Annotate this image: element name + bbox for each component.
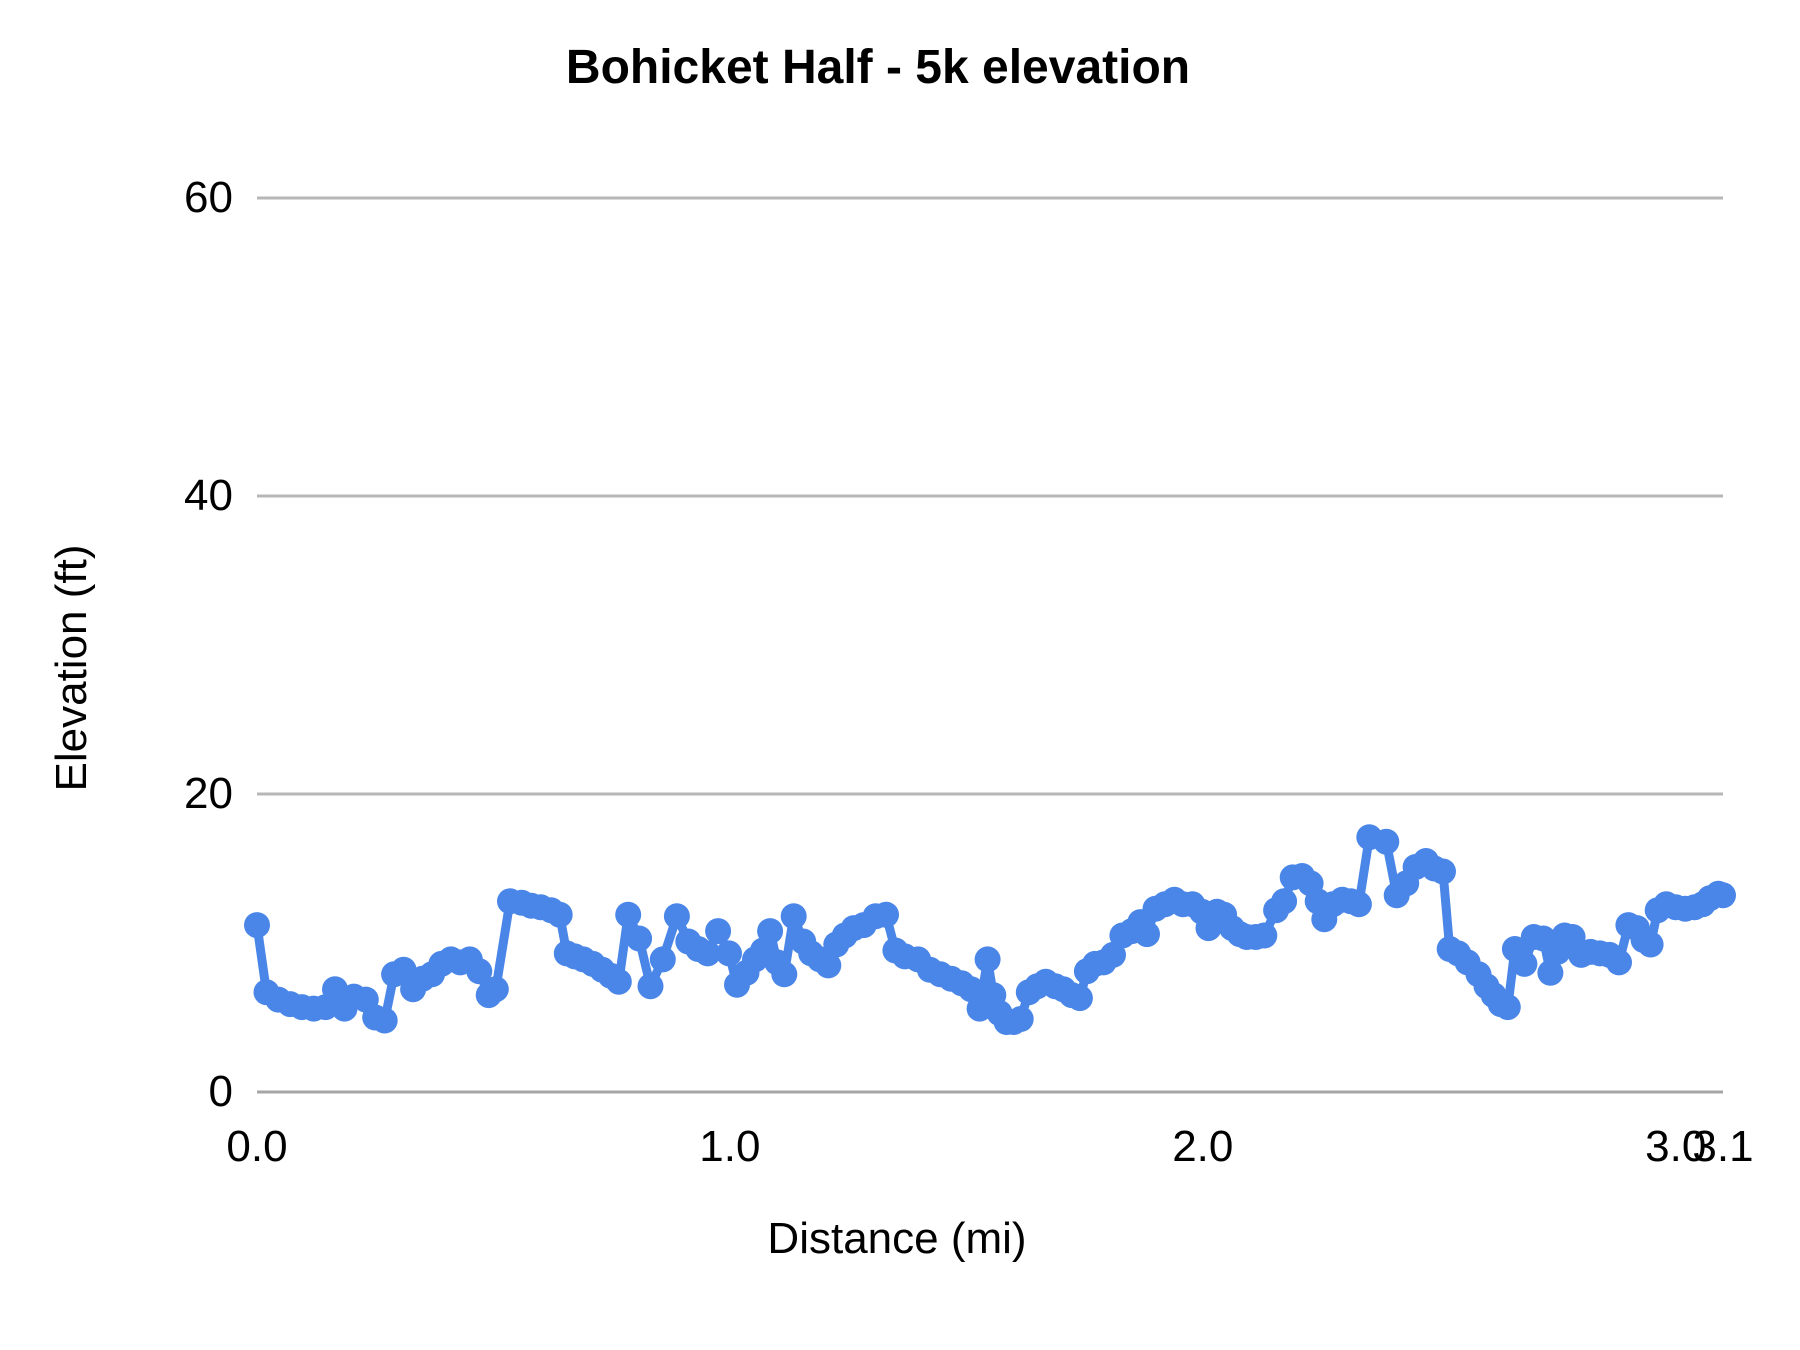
elevation-data-point (780, 903, 807, 930)
elevation-data-point (757, 918, 784, 945)
x-tick-label-2.0: 2.0 (1172, 1122, 1234, 1171)
elevation-data-point (1637, 931, 1664, 958)
elevation-data-point (1251, 922, 1278, 949)
x-tick-label-3.1: 3.1 (1692, 1122, 1754, 1171)
elevation-data-point (605, 968, 632, 995)
elevation-data-point (482, 976, 509, 1003)
elevation-data-point (974, 946, 1001, 973)
elevation-data-point (1430, 858, 1456, 885)
elevation-data-point (1710, 882, 1736, 909)
elevation-data-point (1066, 985, 1093, 1012)
elevation-data-point (694, 940, 721, 967)
elevation-data-point (958, 976, 985, 1003)
elevation-data-point (626, 925, 653, 952)
elevation-data-point (1537, 959, 1564, 986)
elevation-data-point (1345, 891, 1372, 918)
y-tick-label-0: 0 (208, 1067, 233, 1116)
y-tick-label-60: 60 (184, 173, 233, 222)
y-tick-label-20: 20 (184, 769, 233, 818)
elevation-data-point (371, 1007, 398, 1034)
elevation-data-point (615, 901, 642, 928)
x-axis-title: Distance (mi) (767, 1214, 1027, 1263)
elevation-data-point (771, 961, 798, 988)
elevation-data-point (705, 918, 732, 945)
elevation-data-point (1494, 994, 1521, 1021)
x-tick-label-1.0: 1.0 (699, 1122, 761, 1171)
elevation-data-point (1606, 949, 1632, 976)
elevation-data-point (815, 952, 842, 979)
y-tick-label-40: 40 (184, 471, 233, 520)
elevation-data-point (637, 973, 664, 1000)
elevation-data-point (873, 901, 899, 928)
elevation-data-point (1100, 941, 1126, 968)
elevation-data-point (1134, 921, 1160, 948)
x-tick-label-0.0: 0.0 (226, 1122, 288, 1171)
elevation-data-point (1373, 828, 1400, 855)
elevation-data-point (716, 940, 742, 967)
elevation-data-point (546, 901, 573, 928)
elevation-data-point (244, 912, 270, 939)
elevation-data-point (1511, 950, 1538, 977)
elevation-data-point (649, 946, 676, 973)
x-tick-label-3.0: 3.0 (1645, 1122, 1707, 1171)
elevation-data-point (1007, 1006, 1034, 1032)
elevation-data-point (663, 903, 690, 930)
chart-title: Bohicket Half - 5k elevation (565, 41, 1191, 94)
elevation-data-point (1271, 888, 1298, 915)
elevation-data-point (466, 958, 493, 985)
y-axis-title: Elevation (ft) (47, 544, 96, 792)
